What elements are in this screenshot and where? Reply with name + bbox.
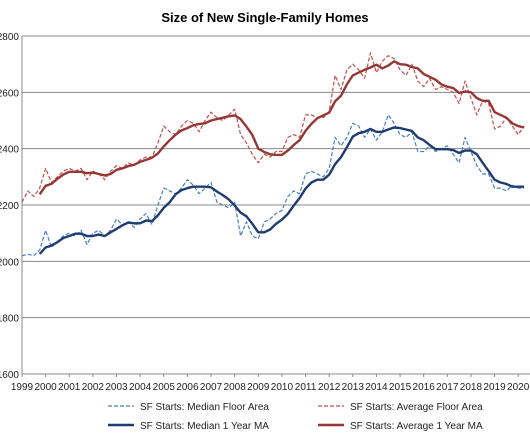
legend-label: SF Starts: Median Floor Area <box>140 402 269 413</box>
x-tick-label: 2002 <box>82 382 105 393</box>
x-tick-label: 1999 <box>11 382 34 393</box>
y-tick-label: 1600 <box>0 370 19 381</box>
y-tick-label: 2600 <box>0 88 19 99</box>
x-tick-label: 2005 <box>153 382 176 393</box>
x-tick-label: 2012 <box>318 382 341 393</box>
series-line-2 <box>22 52 525 203</box>
y-gridlines <box>22 35 530 375</box>
x-tick-label: 2014 <box>365 382 388 393</box>
x-tick-label: 2003 <box>105 382 128 393</box>
x-tick-label: 2013 <box>342 382 365 393</box>
chart-title: Size of New Single-Family Homes <box>161 10 369 25</box>
x-tick-label: 2001 <box>58 382 81 393</box>
legend-item-4: SF Starts: Average 1 Year MA <box>318 421 483 432</box>
y-tick-label: 1800 <box>0 314 19 325</box>
x-tick-label: 2007 <box>200 382 223 393</box>
legend: SF Starts: Median Floor Area SF Starts: A… <box>108 402 483 432</box>
x-axis: 1999 2000 2001 2002 2003 2004 2005 2006 2007 2008… <box>11 374 530 393</box>
x-tick-label: 2009 <box>247 382 270 393</box>
legend-label: SF Starts: Average 1 Year MA <box>350 421 483 432</box>
legend-item-1: SF Starts: Median Floor Area <box>108 402 269 413</box>
x-tick-label: 2010 <box>271 382 294 393</box>
x-tick-label: 2008 <box>224 382 247 393</box>
y-tick-label: 2800 <box>0 32 19 43</box>
legend-label: SF Starts: Median 1 Year MA <box>140 421 269 432</box>
x-tick-label: 2004 <box>129 382 152 393</box>
x-tick-label: 2011 <box>295 382 317 393</box>
x-tick-label: 2017 <box>436 382 459 393</box>
x-tick-label: 2018 <box>460 382 483 393</box>
legend-label: SF Starts: Average Floor Area <box>350 402 483 413</box>
x-tick-label: 2016 <box>413 382 436 393</box>
x-tick-label: 2006 <box>176 382 199 393</box>
y-tick-label: 2000 <box>0 257 19 268</box>
legend-item-2: SF Starts: Average Floor Area <box>318 402 483 413</box>
legend-item-3: SF Starts: Median 1 Year MA <box>108 421 269 432</box>
x-tick-label: 2019 <box>483 382 506 393</box>
series-group <box>22 52 525 257</box>
x-tick-label: 2015 <box>389 382 412 393</box>
x-tick-label: 2000 <box>35 382 58 393</box>
series-line-4 <box>38 60 525 195</box>
x-tick-label: 2020 <box>507 382 530 393</box>
series-line-3 <box>38 126 525 255</box>
y-tick-label: 2400 <box>0 145 19 156</box>
